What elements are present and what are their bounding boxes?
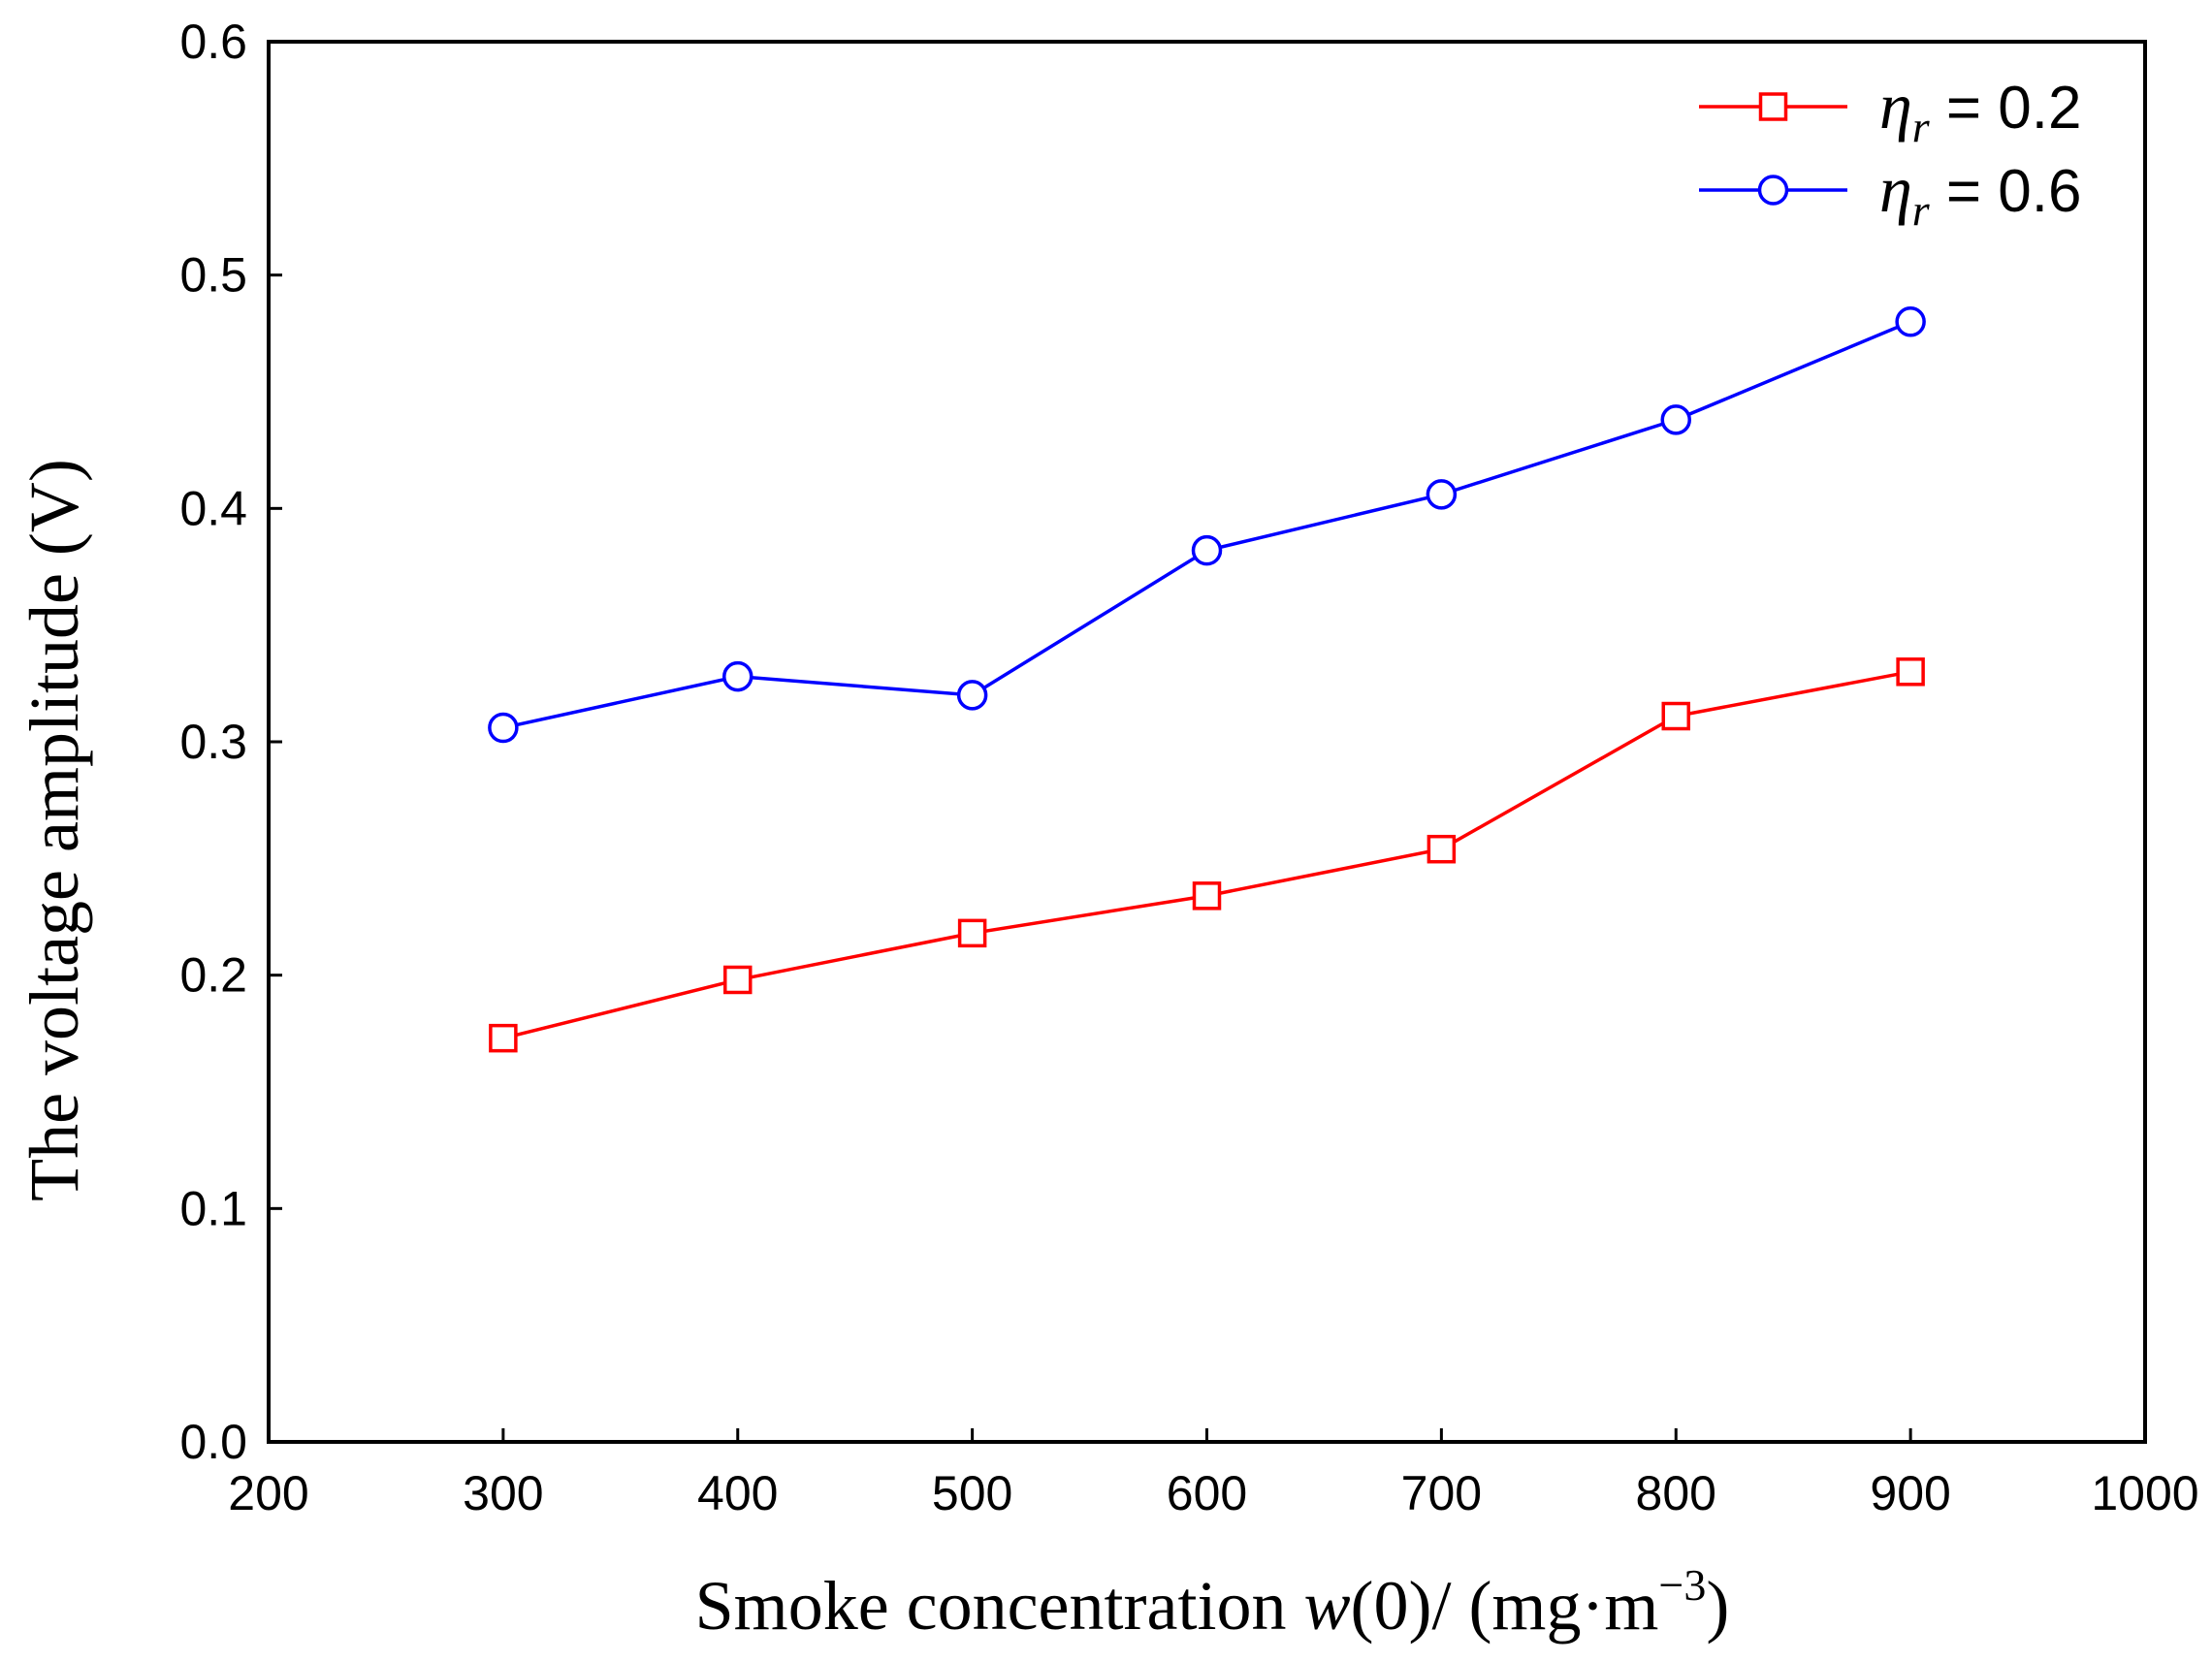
x-tick-label: 1000 [2091,1466,2198,1520]
legend-subscript: r [1912,185,1931,235]
y-tick-label: 0.6 [179,15,247,69]
x-axis-title-suffix: ) [1706,1567,1729,1645]
x-tick-label: 900 [1870,1466,1950,1520]
y-axis-title: The voltage amplitude (V) [16,459,93,1201]
x-tick-label: 300 [463,1466,543,1520]
y-tick-label: 0.1 [179,1181,247,1235]
ticks-group: 200 300 400 500 600 700 800 900 1000 0.0 0.1 0.2 0.3… [179,15,2198,1520]
y-tick-label: 0.4 [179,481,247,535]
series-2 [488,306,1926,744]
series-group [488,306,1926,1053]
plot-frame [267,40,2147,1444]
legend-marker-square [1758,92,1788,121]
series-1 [489,657,1925,1053]
data-point-square [1661,701,1690,731]
data-point-circle [1191,534,1223,566]
legend-label: ηr = 0.6 [1879,152,2082,235]
x-axis-title-prefix: Smoke concentration [695,1567,1304,1645]
x-tick-label: 200 [228,1466,308,1520]
y-tick-label: 0.5 [179,248,247,303]
legend-entry-2: ηr = 0.6 [1699,152,2082,235]
x-axis-title: Smoke concentration w(0)/ (mg·m−3) [695,1560,1730,1645]
legend-value: = 0.6 [1930,158,2082,225]
data-point-square [723,965,753,995]
y-tick-label: 0.2 [179,948,247,1003]
data-point-square [1896,657,1925,687]
series-line [502,670,1911,1040]
legend-symbol: η [1879,152,1912,226]
data-point-circle [722,660,753,692]
x-axis-title-exponent: −3 [1658,1560,1706,1610]
x-tick-label: 500 [932,1466,1012,1520]
data-point-circle [1895,306,1926,337]
data-point-square [1427,834,1457,864]
legend-subscript: r [1912,102,1931,151]
legend-marker-circle [1757,175,1789,206]
x-tick-label: 800 [1636,1466,1716,1520]
data-point-circle [1426,479,1458,510]
x-tick-label: 600 [1167,1466,1247,1520]
data-point-square [489,1023,518,1053]
x-axis-title-variable: w [1303,1567,1350,1645]
y-tick-label: 0.3 [179,715,247,769]
x-axis-title-unit: (0)/ (mg·m [1351,1567,1659,1645]
x-tick-label: 700 [1401,1466,1482,1520]
data-point-circle [1660,404,1691,435]
series-line [502,320,1911,730]
data-point-square [957,918,987,948]
legend-symbol: η [1879,69,1912,143]
legend-entry-1: ηr = 0.2 [1699,69,2082,151]
data-point-circle [488,712,519,744]
legend-label: ηr = 0.2 [1879,69,2082,151]
data-point-square [1192,881,1222,911]
legend: ηr = 0.2ηr = 0.6 [1699,69,2082,235]
axes-group [267,40,2147,1444]
y-tick-label: 0.0 [179,1415,247,1469]
data-point-circle [956,680,988,711]
x-tick-label: 400 [697,1466,778,1520]
legend-value: = 0.2 [1930,75,2082,142]
